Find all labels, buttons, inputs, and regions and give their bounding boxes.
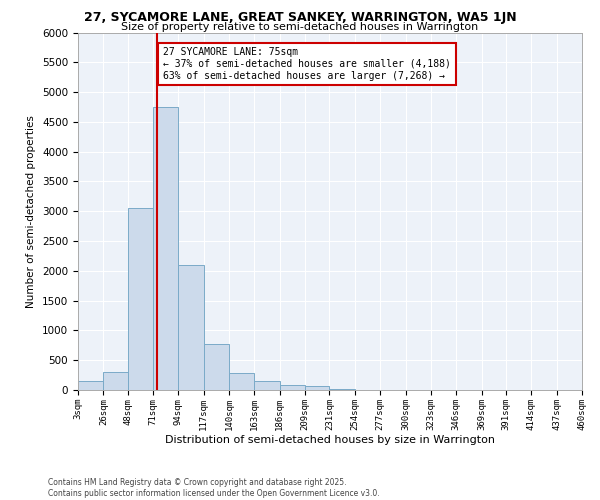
Bar	[153, 107, 178, 390]
Text: Size of property relative to semi-detached houses in Warrington: Size of property relative to semi-detach…	[121, 22, 479, 32]
Bar	[178, 265, 204, 390]
Bar	[254, 381, 280, 390]
Bar	[128, 208, 153, 390]
X-axis label: Distribution of semi-detached houses by size in Warrington: Distribution of semi-detached houses by …	[165, 436, 495, 446]
Text: 27, SYCAMORE LANE, GREAT SANKEY, WARRINGTON, WA5 1JN: 27, SYCAMORE LANE, GREAT SANKEY, WARRING…	[83, 11, 517, 24]
Bar	[204, 344, 229, 390]
Bar	[329, 389, 355, 390]
Bar	[305, 386, 329, 390]
Bar	[103, 372, 128, 390]
Bar	[78, 381, 103, 390]
Text: 27 SYCAMORE LANE: 75sqm
← 37% of semi-detached houses are smaller (4,188)
63% of: 27 SYCAMORE LANE: 75sqm ← 37% of semi-de…	[163, 48, 451, 80]
Bar	[229, 372, 254, 390]
Y-axis label: Number of semi-detached properties: Number of semi-detached properties	[26, 115, 37, 308]
Text: Contains HM Land Registry data © Crown copyright and database right 2025.
Contai: Contains HM Land Registry data © Crown c…	[48, 478, 380, 498]
Bar	[280, 384, 305, 390]
